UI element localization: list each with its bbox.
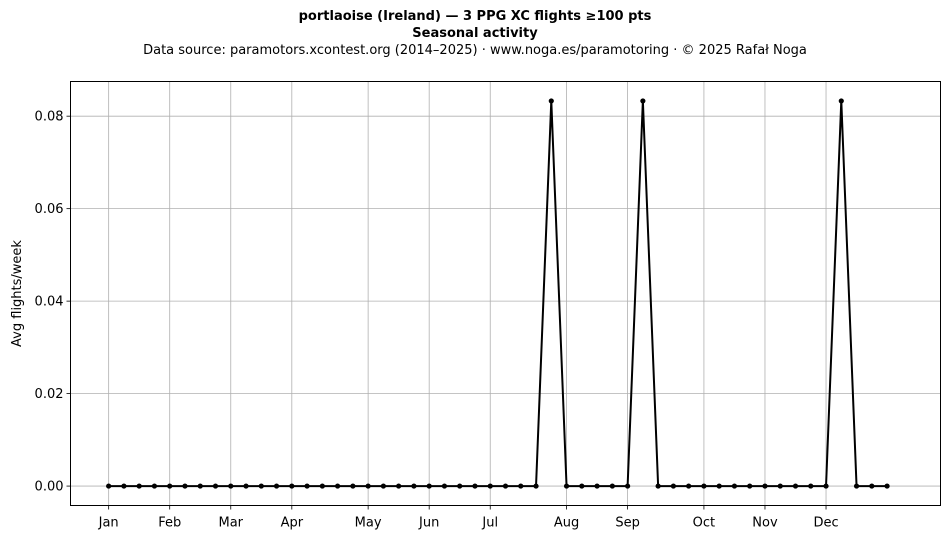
data-point	[609, 483, 615, 489]
data-point	[228, 483, 234, 489]
data-point	[808, 483, 814, 489]
x-tick-label: Aug	[554, 516, 579, 531]
y-tick-label: 0.08	[35, 110, 64, 125]
data-point	[869, 483, 875, 489]
x-tick-label: Feb	[158, 516, 181, 531]
chart-subtitle: Seasonal activity	[412, 26, 538, 41]
data-point	[411, 483, 417, 489]
data-point	[655, 483, 661, 489]
data-point	[731, 483, 738, 489]
data-point	[487, 483, 493, 489]
data-point	[792, 483, 799, 489]
data-point	[289, 483, 295, 489]
x-tick-label: Sep	[615, 516, 640, 531]
data-point	[777, 483, 783, 489]
x-tick-label: Jul	[481, 516, 498, 531]
data-point	[335, 483, 341, 489]
data-point	[884, 483, 890, 489]
data-point	[441, 483, 448, 489]
data-point	[136, 483, 142, 489]
data-point	[380, 483, 386, 489]
series-layer	[106, 98, 890, 489]
data-point	[747, 483, 753, 489]
x-axis: Jan Feb Mar Apr May Jun Jul Aug Sep Oct Nov Dec	[98, 505, 839, 531]
data-point	[350, 483, 356, 489]
x-tick-label: Jan	[98, 516, 119, 531]
x-tick-label: Nov	[752, 516, 778, 531]
series-line	[108, 99, 888, 488]
data-point	[457, 483, 463, 489]
y-tick-label: 0.02	[35, 387, 64, 402]
data-point	[533, 483, 539, 489]
x-tick-label: Oct	[693, 516, 715, 531]
data-point	[426, 483, 432, 489]
y-axis: 0.00 0.02 0.04 0.06 0.08	[35, 110, 71, 495]
data-point	[151, 483, 158, 489]
y-tick-label: 0.06	[35, 202, 64, 217]
data-point	[762, 483, 768, 489]
data-point	[670, 483, 676, 489]
data-point	[319, 483, 325, 489]
x-tick-label: Jun	[418, 516, 439, 531]
y-tick-label: 0.00	[35, 480, 64, 495]
data-point	[625, 483, 631, 489]
x-tick-label: Mar	[218, 516, 243, 531]
data-point	[823, 483, 829, 489]
data-point	[579, 483, 585, 489]
data-point	[197, 483, 203, 489]
data-point	[640, 98, 646, 104]
data-point	[304, 483, 310, 489]
data-point	[273, 483, 280, 489]
plot-frame	[70, 81, 941, 506]
data-point	[594, 483, 600, 489]
y-tick-label: 0.04	[35, 295, 64, 310]
data-point	[167, 483, 173, 489]
data-point	[563, 483, 570, 489]
x-tick-label: Apr	[281, 516, 304, 531]
data-point	[212, 483, 219, 489]
data-point	[106, 483, 112, 489]
data-point	[258, 483, 264, 489]
data-point	[472, 483, 478, 489]
data-point	[121, 483, 127, 489]
chart-title: portlaoise (Ireland) — 3 PPG XC flights …	[298, 9, 652, 24]
data-point	[838, 98, 844, 104]
x-tick-label: Dec	[813, 516, 838, 531]
x-tick-label: May	[355, 516, 382, 531]
data-source-note: Data source: paramotors.xcontest.org (20…	[143, 43, 807, 58]
data-point	[686, 483, 692, 489]
data-point	[853, 483, 860, 489]
data-point	[716, 483, 722, 489]
y-axis-label: Avg flights/week	[10, 240, 25, 347]
data-point	[502, 483, 509, 489]
data-point	[182, 483, 188, 489]
data-point	[518, 483, 524, 489]
data-point	[243, 483, 249, 489]
data-point	[548, 98, 554, 104]
data-point	[396, 483, 402, 489]
data-point	[701, 483, 707, 489]
data-point	[365, 483, 371, 489]
grid-lines	[70, 81, 941, 506]
